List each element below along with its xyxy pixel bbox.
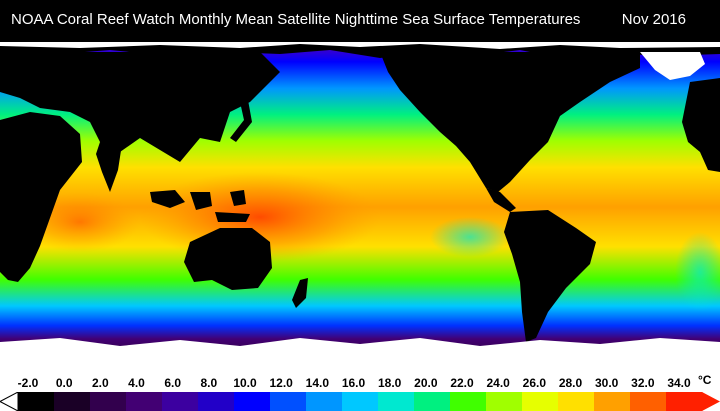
africa (0, 112, 82, 282)
map-date: Nov 2016 (621, 11, 686, 28)
legend-tick-label: 12.0 (269, 376, 293, 390)
antarctica (0, 338, 720, 372)
colorbar (0, 392, 720, 411)
colorbar-segment (486, 392, 523, 411)
legend-tick-label: 30.0 (594, 376, 619, 390)
colorbar-segment (378, 392, 415, 411)
legend-tick-label: 6.0 (164, 376, 181, 390)
north-america (380, 52, 640, 192)
legend-tick-label: 14.0 (305, 376, 330, 390)
colorbar-segment (198, 392, 235, 411)
colorbar-segment (558, 392, 595, 411)
legend-tick-label: 16.0 (341, 376, 366, 390)
central-america (486, 188, 516, 212)
colorbar-segment (594, 392, 631, 411)
map-title: NOAA Coral Reef Watch Monthly Mean Satel… (11, 11, 581, 28)
colorbar-segment (126, 392, 163, 411)
legend-tick-label: 10.0 (233, 376, 257, 390)
color-legend: -2.0 0.0 2.0 4.0 6.0 8.0 10.0 12.0 14.0 16.0 18.0 2… (0, 372, 720, 411)
sst-map (0, 42, 720, 372)
colorbar-min-arrow (0, 392, 19, 411)
colorbar-segment (342, 392, 379, 411)
colorbar-segment (234, 392, 271, 411)
colorbar-segment (270, 392, 307, 411)
colorbar-segment (666, 392, 703, 411)
japan (230, 100, 252, 142)
title-bar: NOAA Coral Reef Watch Monthly Mean Satel… (0, 0, 720, 42)
colorbar-segment (54, 392, 91, 411)
colorbar-segment (90, 392, 127, 411)
legend-tick-label: 34.0 (667, 376, 691, 390)
eastern-pacific-cool-tongue (430, 217, 510, 257)
legend-tick-label: -2.0 (17, 376, 39, 390)
europe-west (682, 78, 720, 172)
legend-tick-label: 20.0 (414, 376, 438, 390)
colorbar-segment (630, 392, 667, 411)
legend-tick-label: 28.0 (558, 376, 583, 390)
legend-tick-label: 0.0 (55, 376, 73, 390)
legend-tick-label: 2.0 (91, 376, 109, 390)
legend-tick-label: 26.0 (522, 376, 547, 390)
colorbar-segment (162, 392, 199, 411)
legend-unit: °C (698, 373, 712, 387)
legend-tick-label: 8.0 (200, 376, 218, 390)
india (96, 142, 122, 192)
legend-tick-label: 22.0 (450, 376, 474, 390)
legend-tick-label: 4.0 (128, 376, 145, 390)
south-atlantic-cool-current (675, 232, 720, 312)
legend-tick-label: 18.0 (377, 376, 402, 390)
greenland (640, 52, 705, 80)
colorbar-max-arrow (702, 392, 720, 411)
colorbar-segment (18, 392, 55, 411)
new-zealand (292, 278, 308, 308)
colorbar-segment (306, 392, 343, 411)
arctic-ice (0, 42, 720, 49)
eurasia (0, 52, 280, 162)
legend-tick-label: 32.0 (631, 376, 655, 390)
maritime-continent (150, 190, 250, 222)
south-america (504, 210, 596, 342)
colorbar-segment (414, 392, 451, 411)
colorbar-segment (522, 392, 559, 411)
colorbar-segment (450, 392, 487, 411)
legend-tick-label: 24.0 (486, 376, 510, 390)
australia (184, 228, 272, 290)
